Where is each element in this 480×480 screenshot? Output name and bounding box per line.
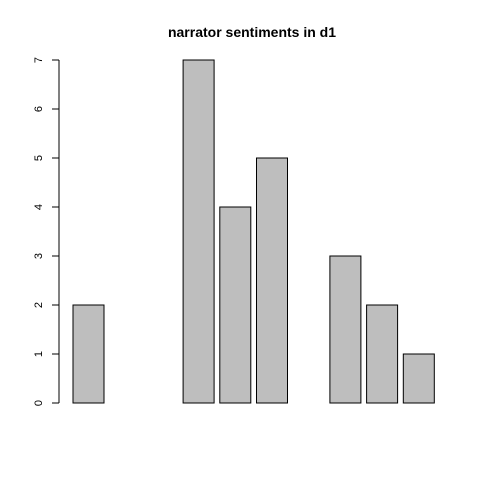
bar xyxy=(219,206,252,404)
y-tick-label: 7 xyxy=(33,57,45,63)
y-axis: 0 1 2 3 4 5 6 7 xyxy=(33,57,60,406)
bar xyxy=(329,255,362,404)
y-tick-label: 3 xyxy=(33,253,45,259)
y-tick-label: 0 xyxy=(33,400,45,406)
bar xyxy=(256,157,288,404)
bar xyxy=(182,59,215,404)
bar xyxy=(402,353,435,404)
bar xyxy=(72,304,105,404)
bar xyxy=(366,304,399,404)
y-tick-label: 5 xyxy=(33,155,45,161)
y-tick-label: 1 xyxy=(33,351,45,357)
y-tick-label: 4 xyxy=(33,204,45,210)
bars-group xyxy=(72,59,435,404)
y-tick-label: 2 xyxy=(33,302,45,308)
y-tick-label: 6 xyxy=(33,106,45,112)
chart-title: narrator sentiments in d1 xyxy=(168,24,336,40)
